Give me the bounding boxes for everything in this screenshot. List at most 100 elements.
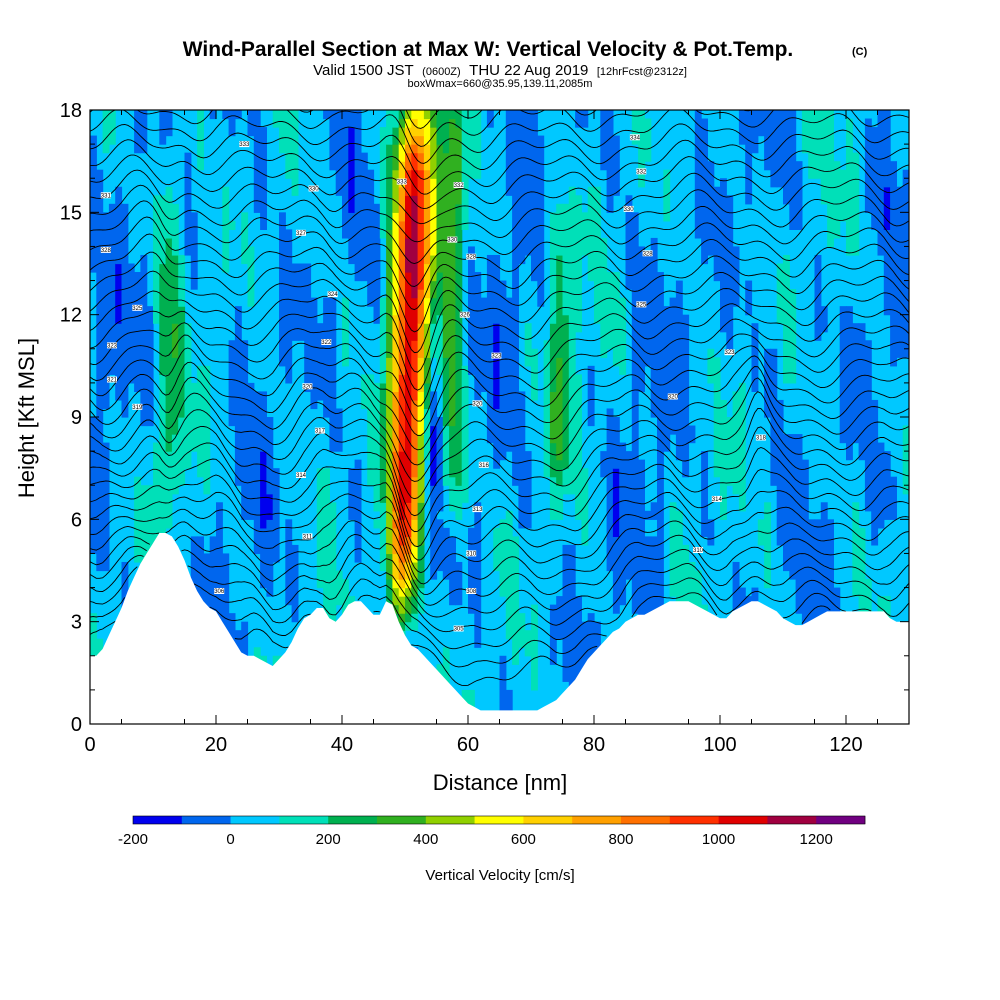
- velocity-cell: [751, 323, 759, 393]
- chart-subtitle: Valid 1500 JST (0600Z) THU 22 Aug 2019 […: [313, 62, 687, 79]
- velocity-cell: [392, 391, 400, 452]
- velocity-cell: [902, 169, 909, 358]
- velocity-cell: [405, 579, 412, 589]
- velocity-cell: [159, 374, 167, 640]
- velocity-cell: [896, 186, 904, 358]
- velocity-cell: [411, 144, 419, 154]
- velocity-cell: [297, 263, 305, 341]
- velocity-cell: [430, 127, 438, 179]
- velocity-cell: [190, 212, 198, 290]
- velocity-cell: [442, 152, 450, 358]
- velocity-cell: [360, 374, 368, 410]
- velocity-cell: [247, 246, 255, 307]
- velocity-cell: [247, 382, 255, 520]
- velocity-cell: [316, 468, 324, 589]
- velocity-cell: [720, 399, 727, 520]
- colorbar-label: Vertical Velocity [cm/s]: [425, 867, 574, 884]
- velocity-cell: [600, 451, 608, 478]
- velocity-cell: [505, 110, 513, 196]
- isentrope-line: [90, 345, 909, 436]
- velocity-cell: [417, 391, 425, 435]
- isentrope-label: 323: [724, 350, 735, 356]
- isentrope-label-box: [693, 547, 703, 553]
- velocity-cell: [468, 527, 475, 614]
- velocity-cell: [190, 382, 198, 452]
- isentrope-line: [90, 426, 909, 533]
- velocity-cell: [392, 144, 400, 171]
- velocity-cell: [871, 399, 879, 546]
- isentrope-label: 325: [636, 302, 647, 308]
- velocity-cell: [260, 451, 267, 529]
- velocity-cell: [537, 135, 545, 307]
- velocity-cell: [493, 254, 501, 324]
- velocity-cell: [562, 544, 570, 682]
- velocity-cell: [253, 647, 261, 665]
- velocity-cell: [505, 510, 513, 640]
- isentrope-label-box: [107, 342, 117, 349]
- velocity-cell: [776, 110, 784, 188]
- velocity-cell: [108, 203, 116, 375]
- velocity-cell: [669, 502, 677, 597]
- isentrope-line: [90, 216, 909, 287]
- velocity-cell: [379, 502, 387, 572]
- velocity-cell: [153, 442, 160, 614]
- colorbar-swatch: [181, 816, 231, 824]
- velocity-cell: [411, 297, 419, 341]
- colorbar-swatch: [718, 816, 768, 824]
- velocity-cell: [486, 254, 494, 444]
- y-tick-label: 0: [71, 714, 82, 736]
- velocity-cell: [474, 502, 482, 648]
- velocity-cell: [411, 135, 419, 145]
- velocity-cell: [405, 621, 412, 631]
- isentrope-label-box: [453, 625, 464, 632]
- velocity-cell: [171, 203, 179, 256]
- isentrope-line: [90, 318, 909, 407]
- velocity-cell: [594, 186, 601, 324]
- velocity-cell: [392, 510, 400, 520]
- isentrope-line: [90, 506, 909, 585]
- velocity-cell: [524, 451, 532, 529]
- velocity-cell: [738, 382, 746, 512]
- velocity-cell: [644, 118, 652, 162]
- velocity-cell: [430, 323, 438, 358]
- velocity-cell: [405, 553, 412, 563]
- velocity-cell: [512, 536, 519, 665]
- isentrope-line: [90, 288, 909, 373]
- velocity-cell: [430, 425, 438, 486]
- colorbar-tick-label: 200: [316, 831, 341, 848]
- velocity-cell: [323, 110, 330, 120]
- velocity-cell: [102, 110, 110, 154]
- velocity-cell: [291, 544, 299, 623]
- velocity-cell: [405, 613, 412, 623]
- subtitle-utc: (0600Z): [422, 66, 461, 78]
- velocity-cell: [619, 442, 627, 606]
- velocity-cell: [272, 468, 280, 563]
- velocity-cell: [512, 110, 519, 486]
- velocity-cell: [493, 408, 501, 469]
- velocity-cell: [96, 169, 104, 572]
- isentrope-label: 328: [466, 255, 477, 261]
- velocity-cell: [839, 169, 847, 222]
- velocity-cell: [411, 561, 419, 580]
- velocity-cell: [827, 519, 834, 665]
- velocity-cell: [808, 110, 816, 179]
- velocity-cell: [386, 579, 393, 606]
- velocity-cell: [159, 110, 167, 145]
- isentrope-label-box: [302, 383, 313, 390]
- isentrope-label-box: [642, 250, 653, 257]
- velocity-cell: [216, 502, 223, 700]
- velocity-cell: [556, 357, 564, 461]
- isentrope-contours: [90, 110, 909, 687]
- velocity-cell: [726, 417, 734, 486]
- velocity-cell: [575, 110, 582, 128]
- velocity-cell: [675, 510, 683, 623]
- velocity-cell: [858, 527, 866, 648]
- colorbar-tick-label: 1200: [800, 831, 833, 848]
- velocity-cell: [398, 161, 406, 188]
- velocity-cell: [505, 689, 513, 724]
- colorbar-tick-label: 0: [226, 831, 234, 848]
- velocity-cell: [449, 425, 456, 478]
- y-tick-label: 6: [71, 509, 82, 531]
- velocity-cell: [411, 399, 419, 478]
- velocity-cell: [587, 365, 595, 427]
